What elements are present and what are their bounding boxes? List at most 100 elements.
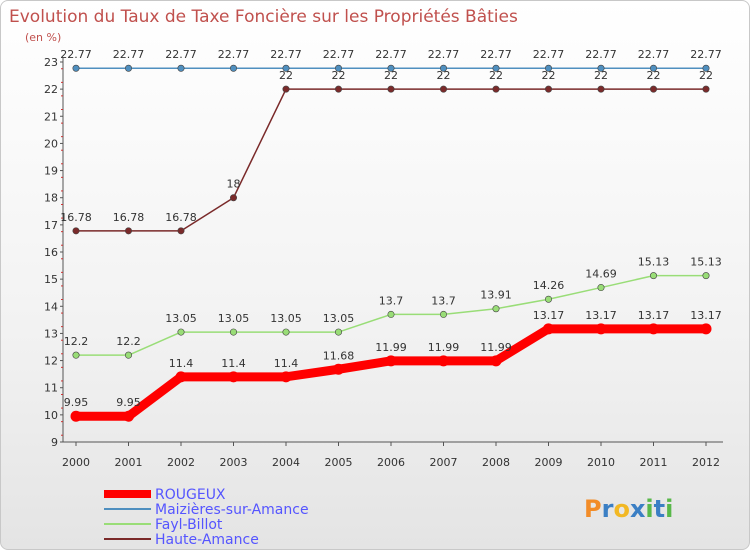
data-point [125,64,133,72]
data-point [597,284,605,292]
data-point [544,85,552,93]
proxiti-logo-text: Proxiti [584,495,673,523]
axes: 9 10 11 12 13 14 15 16 17 18 19 20 21 22 23 2000 2001 200… [44,56,723,469]
data-point [700,323,712,335]
data-point [282,328,290,336]
data-label: 16.78 [165,211,197,224]
data-label: 22.77 [323,48,355,61]
data-point [177,64,185,72]
data-point [230,64,238,72]
legend-label: Fayl-Billot [155,517,223,533]
data-label: 22 [647,69,661,82]
data-label: 13.7 [431,294,456,307]
data-point [702,85,710,93]
data-label: 22 [699,69,713,82]
data-point [439,64,447,72]
data-point [175,371,187,383]
data-label: 22 [437,69,451,82]
data-point [228,371,239,383]
logo-letter: i [665,495,673,523]
y-tick-label: 16 [44,246,58,259]
data-point [72,64,80,72]
data-point [387,310,395,318]
data-point [177,328,185,336]
data-label: 22.77 [428,48,460,61]
y-tick-label: 11 [44,382,58,395]
data-point [72,227,80,235]
logo-letter: i [645,495,653,523]
legend-label: Haute-Amance [155,532,259,548]
data-point [439,310,447,318]
x-tick-label: 2007 [430,456,458,469]
y-tick-label: 9 [51,436,58,449]
y-tick-label: 14 [44,300,58,313]
legend-label: Maizières-sur-Amance [155,502,309,518]
data-label: 15.13 [638,256,670,269]
y-tick-label: 21 [44,110,58,123]
y-axis-unit-label: (en %) [25,31,61,44]
proxiti-logo: Proxiti [584,495,673,523]
data-label: 12.2 [116,335,141,348]
data-label: 22.77 [533,48,565,61]
data-point [334,85,342,93]
data-label: 22.77 [585,48,617,61]
data-label: 11.99 [428,341,460,354]
data-label: 22 [542,69,556,82]
data-label: 22.77 [690,48,722,61]
data-point [385,355,397,367]
logo-letter: t [654,495,665,523]
x-tick-label: 2002 [167,456,195,469]
data-point [230,328,238,336]
data-label: 12.2 [64,335,89,348]
data-point [387,85,395,93]
legend-label: ROUGEUX [155,487,226,503]
data-label: 14.69 [585,268,617,281]
data-label: 15.13 [690,256,722,269]
data-point [177,227,185,235]
data-label: 13.17 [638,309,670,322]
logo-letter: r [602,495,614,523]
data-point [334,328,342,336]
x-tick-label: 2000 [62,456,90,469]
data-label: 13.91 [480,289,512,302]
legend: ROUGEUXMaizières-sur-AmanceFayl-BillotHa… [104,487,309,548]
data-point [544,295,552,303]
data-label: 11.4 [274,357,299,370]
data-label: 16.78 [60,211,92,224]
data-label: 13.17 [690,309,722,322]
data-point [280,371,292,383]
data-point [125,351,133,359]
x-tick-label: 2003 [220,456,248,469]
data-label: 9.95 [116,396,141,409]
data-label: 22 [594,69,608,82]
data-point [702,272,710,280]
y-tick-label: 10 [44,409,58,422]
data-label: 11.68 [323,349,355,362]
data-label: 22 [489,69,503,82]
data-label: 11.99 [375,341,407,354]
data-point [649,64,657,72]
data-label: 9.95 [64,396,89,409]
data-point [438,355,449,367]
data-label: 18 [227,178,241,191]
data-point [387,64,395,72]
y-tick-label: 12 [44,355,58,368]
y-tick-label: 20 [44,137,58,150]
x-tick-label: 2009 [535,456,563,469]
data-point [72,351,80,359]
data-label: 16.78 [113,211,145,224]
chart-title: Evolution du Taux de Taxe Foncière sur l… [9,7,518,27]
logo-letter: x [630,495,646,523]
data-label-layer: 22.77 22.77 22.77 22.77 22.77 22.77 22.77 22.77… [60,48,722,409]
data-label: 22 [279,69,293,82]
data-point [333,363,344,375]
data-label: 22 [384,69,398,82]
x-tick-label: 2010 [587,456,615,469]
data-label: 22.77 [638,48,670,61]
data-label: 14.26 [533,279,565,292]
data-label: 13.17 [533,309,565,322]
y-tick-label: 18 [44,192,58,205]
data-point [597,64,605,72]
data-point [282,85,290,93]
data-label: 13.7 [379,294,404,307]
